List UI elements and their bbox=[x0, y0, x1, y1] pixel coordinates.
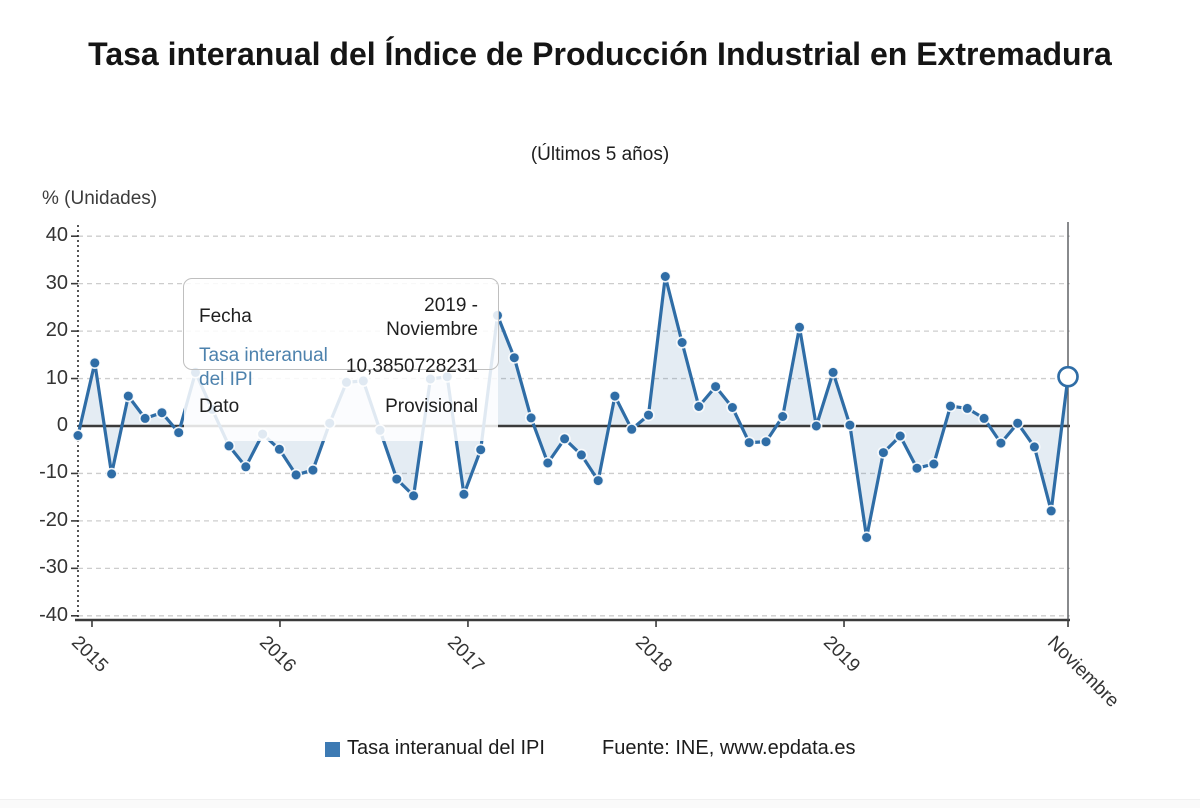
y-axis-unit-label: % (Unidades) bbox=[42, 188, 158, 209]
tooltip-series-value: 10,3850728231 bbox=[345, 356, 478, 377]
source-credit: Fuente: INE, www.epdata.es bbox=[602, 737, 856, 759]
y-axis-label: -30 bbox=[39, 556, 68, 579]
data-point[interactable] bbox=[71, 429, 85, 442]
data-point[interactable] bbox=[642, 409, 655, 422]
tooltip-dato-value: Provisional bbox=[385, 396, 478, 417]
data-point[interactable] bbox=[122, 390, 135, 403]
data-point[interactable] bbox=[743, 436, 756, 449]
y-axis-label: 20 bbox=[45, 319, 68, 342]
legend-swatch-icon[interactable] bbox=[325, 742, 340, 757]
data-point[interactable] bbox=[860, 531, 873, 544]
data-point[interactable] bbox=[776, 410, 789, 423]
tooltip-series-label: Tasa interanual del IPI bbox=[199, 345, 328, 390]
y-axis-label: 10 bbox=[45, 366, 68, 389]
data-point[interactable] bbox=[877, 446, 890, 459]
data-point[interactable] bbox=[692, 400, 705, 413]
data-point[interactable] bbox=[675, 336, 689, 349]
data-point[interactable] bbox=[1028, 440, 1041, 454]
data-point[interactable] bbox=[390, 473, 403, 486]
data-point[interactable] bbox=[105, 467, 118, 481]
data-point[interactable] bbox=[910, 462, 924, 475]
highlighted-point[interactable] bbox=[1057, 365, 1079, 388]
data-point[interactable] bbox=[944, 400, 957, 413]
data-point[interactable] bbox=[172, 426, 185, 439]
tooltip-fecha-label: Fecha bbox=[199, 306, 252, 327]
data-point[interactable] bbox=[810, 419, 823, 433]
tooltip bbox=[183, 278, 499, 370]
data-point[interactable] bbox=[508, 351, 521, 364]
tooltip-fecha-value: 2019 - Noviembre bbox=[386, 295, 478, 340]
bottom-strip bbox=[0, 799, 1200, 808]
data-point[interactable] bbox=[894, 429, 907, 443]
data-point[interactable] bbox=[474, 443, 487, 456]
data-point[interactable] bbox=[793, 321, 806, 334]
data-point[interactable] bbox=[1011, 417, 1024, 430]
y-axis-label: 30 bbox=[45, 271, 68, 294]
y-axis-label: -40 bbox=[39, 603, 68, 626]
data-point[interactable] bbox=[826, 366, 840, 379]
data-point[interactable] bbox=[977, 412, 991, 425]
data-point[interactable] bbox=[659, 270, 672, 283]
y-axis-label: 0 bbox=[56, 414, 68, 436]
data-point[interactable] bbox=[592, 474, 605, 487]
data-point[interactable] bbox=[558, 432, 571, 445]
data-point[interactable] bbox=[306, 464, 320, 477]
data-point[interactable] bbox=[608, 390, 622, 403]
y-axis-label: -10 bbox=[39, 461, 68, 484]
data-point[interactable] bbox=[961, 402, 974, 415]
data-point[interactable] bbox=[239, 460, 252, 473]
data-point[interactable] bbox=[726, 401, 739, 414]
data-point[interactable] bbox=[927, 457, 940, 471]
data-point[interactable] bbox=[541, 456, 554, 470]
data-point[interactable] bbox=[290, 468, 303, 482]
tooltip-dato-label: Dato bbox=[199, 396, 240, 417]
data-point[interactable] bbox=[759, 435, 773, 448]
data-point[interactable] bbox=[457, 488, 471, 501]
data-point[interactable] bbox=[575, 448, 588, 462]
data-point[interactable] bbox=[222, 439, 236, 453]
data-point[interactable] bbox=[155, 406, 168, 419]
data-point[interactable] bbox=[273, 443, 286, 456]
data-point[interactable] bbox=[88, 356, 101, 370]
data-point[interactable] bbox=[994, 437, 1008, 450]
legend-series-label[interactable]: Tasa interanual del IPI bbox=[347, 737, 545, 759]
data-point[interactable] bbox=[625, 423, 638, 436]
data-point[interactable] bbox=[407, 489, 420, 502]
data-point[interactable] bbox=[139, 412, 152, 425]
data-point[interactable] bbox=[524, 411, 538, 425]
chart-subtitle: (Últimos 5 años) bbox=[530, 144, 670, 165]
data-point[interactable] bbox=[709, 380, 722, 393]
tooltip-backdrop bbox=[184, 279, 498, 441]
data-point[interactable] bbox=[843, 419, 857, 432]
y-axis-label: -20 bbox=[39, 508, 68, 531]
y-axis-label: 40 bbox=[45, 224, 68, 247]
data-point[interactable] bbox=[1045, 504, 1058, 518]
chart-title: Tasa interanual del Índice de Producción… bbox=[88, 36, 1112, 72]
